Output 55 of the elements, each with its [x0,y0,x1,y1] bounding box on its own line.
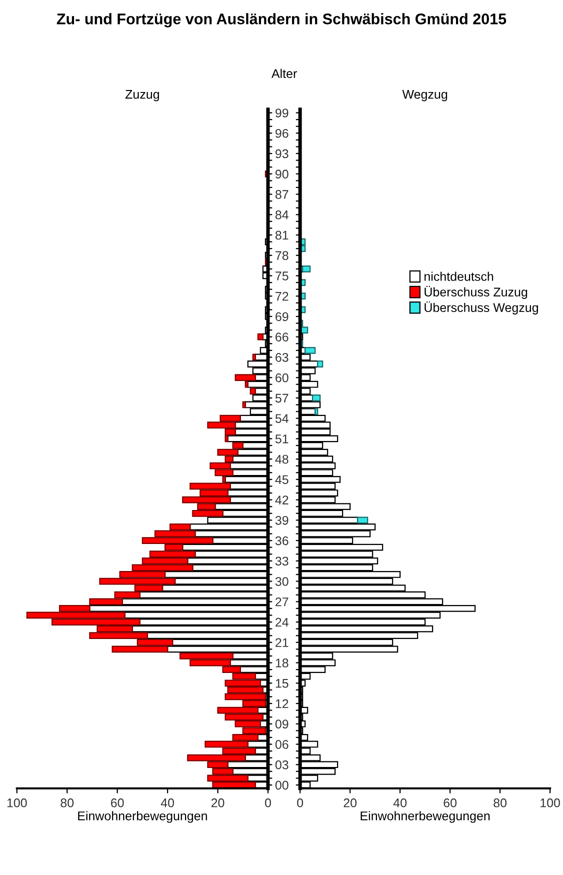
x-tick-label: 80 [494,798,507,808]
y-tick-label: 63 [276,353,288,362]
y-tick-label: 24 [276,618,288,627]
y-tick-label: 93 [276,149,288,158]
y-tick-label: 39 [275,516,288,525]
legend-label: nichtdeutsch [424,272,494,281]
y-axis-title: Alter [271,68,297,78]
y-tick-label: 90 [276,170,288,179]
y-tick-label: 09 [275,720,288,729]
y-tick-label: 12 [276,699,288,708]
x-tick-label: 60 [444,798,457,808]
x-tick-label: 40 [393,798,407,808]
y-tick-label: 54 [275,414,288,423]
legend-label: Überschuss Zuzug [424,286,528,299]
y-tick-label: 15 [276,679,288,688]
y-tick-label: 66 [276,332,288,342]
y-tick-label: 69 [276,312,288,322]
y-tick-label: 99 [276,108,288,118]
x-axis-title: Einwohnerbewegungen [78,811,207,823]
y-tick-label: 45 [275,475,288,484]
x-tick-label: 100 [540,798,560,808]
y-tick-label: 03 [275,760,288,770]
y-tick-label: 84 [275,210,288,220]
chart-subtitle: Wegzug [402,90,448,102]
y-tick-label: 57 [275,394,288,403]
y-tick-label: 60 [276,373,288,382]
y-tick-label: 27 [276,597,288,606]
y-tick-label: 30 [275,577,288,586]
y-tick-label: 87 [275,190,288,199]
x-tick-label: 60 [111,798,124,808]
y-tick-label: 81 [275,230,288,240]
x-tick-label: 100 [7,798,27,808]
y-tick-label: 21 [276,638,288,647]
x-tick-label: 80 [60,798,74,808]
y-tick-label: 00 [275,780,288,790]
y-tick-label: 06 [275,740,288,749]
x-tick-label: 0 [297,798,304,808]
x-tick-label: 40 [160,798,174,808]
y-tick-label: 51 [275,434,288,444]
y-tick-label: 75 [276,272,288,280]
x-tick-label: 0 [265,798,271,808]
text: Überschuss Wegzug [424,301,538,314]
y-tick-label: 72 [276,292,288,301]
y-tick-label: 78 [276,251,288,260]
x-tick-label: 20 [211,798,224,808]
x-tick-label: 20 [344,798,357,808]
y-tick-label: 18 [276,658,288,668]
y-tick-label: 36 [275,536,288,546]
y-tick-label: 96 [276,128,288,138]
y-tick-label: 42 [275,496,288,504]
y-tick-label: 48 [275,454,288,464]
y-tick-label: 33 [275,556,288,566]
x-axis-title: Einwohnerbewegungen [360,811,490,823]
chart-title: Zu- und Fortzüge von Ausländern in Schwäbisch Gmünd 2015 [56,13,506,28]
chart-subtitle: Zuzug [125,90,160,102]
